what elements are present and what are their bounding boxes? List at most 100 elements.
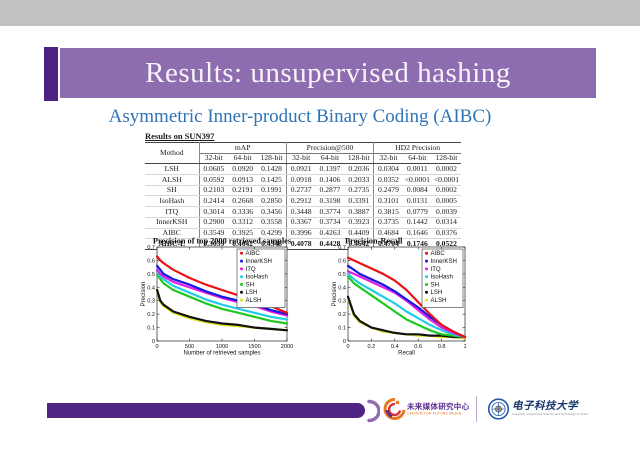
table-cell-value: 0.0002 [431, 163, 461, 176]
footer-divider [476, 396, 477, 422]
table-cell-method: ITQ [145, 206, 200, 218]
table-cell-value: 0.3925 [228, 228, 258, 240]
table-cell-value: 0.3549 [198, 228, 229, 240]
svg-text:2000: 2000 [281, 344, 293, 350]
svg-text:SH: SH [246, 281, 254, 288]
table-cell-value: 0.0921 [285, 163, 316, 176]
svg-text:AIBC: AIBC [431, 250, 446, 257]
table-cell-value: 0.0304 [373, 163, 403, 176]
svg-text:0: 0 [346, 344, 349, 350]
table-cell-value: 0.3996 [285, 228, 316, 240]
table-cell-method: InnerKSH [145, 217, 200, 229]
svg-text:LSH: LSH [246, 289, 258, 296]
svg-text:IsoHash: IsoHash [431, 274, 453, 281]
table-group-header: HD2 Precision [373, 142, 461, 154]
uestc-name-zh: 电子科技大学 [512, 400, 578, 412]
table-cell-method: IsoHash [145, 195, 200, 208]
table-cell-value: 0.0005 [431, 195, 461, 208]
svg-text:LSH: LSH [431, 289, 443, 296]
results-table: Method mAP Precision@500 HD2 Precision 32-bi… [145, 142, 461, 250]
svg-text:Recall: Recall [398, 351, 415, 357]
table-cell-value: 0.3014 [198, 206, 229, 218]
table-subcolumn-header: 32-bit [199, 153, 229, 165]
table-cell-value: 0.1646 [402, 228, 432, 240]
crescent-icon [367, 399, 380, 423]
table-subcolumn-header: 64-bit [402, 153, 432, 165]
svg-text:0.5: 0.5 [147, 272, 155, 278]
table-cell-value: 0.0913 [228, 174, 258, 186]
svg-text:InnerKSH: InnerKSH [431, 258, 457, 265]
table-cell-value: 0.3923 [344, 217, 374, 229]
table-cell-value: 0.4042 [232, 238, 254, 248]
table-row: AIBC-L 0.3639 0.4042 0.4348 0.4078 0.4428 0.46… [145, 238, 461, 250]
table-cell-value: 0.3367 [285, 217, 316, 229]
svg-text:Precision: Precision [141, 282, 147, 307]
svg-text:SH: SH [431, 281, 439, 288]
table-subcolumn-header: 64-bit [228, 153, 258, 165]
results-table-section: Results on SUN397 Method mAP Precision@500… [145, 131, 463, 250]
table-cell-value: 0.0131 [402, 195, 432, 208]
svg-text:Number of retrieved samples: Number of retrieved samples [183, 351, 260, 357]
cfm-logo-icon [383, 397, 406, 420]
svg-text:0.1: 0.1 [338, 326, 346, 332]
table-cell-value: 0.2735 [344, 185, 374, 197]
svg-text:1500: 1500 [248, 344, 260, 350]
table-row: ITQ 0.3014 0.3336 0.3456 0.3448 0.3774 0.3887 0… [145, 206, 461, 218]
svg-text:0.2: 0.2 [147, 312, 155, 318]
table-row: InnerKSH 0.2900 0.3312 0.3558 0.3367 0.3734 0.… [145, 217, 461, 229]
svg-text:0.1: 0.1 [147, 326, 155, 332]
uestc-logo-icon [487, 398, 510, 420]
table-cell-value: 0.0779 [402, 206, 432, 218]
svg-text:0.2: 0.2 [338, 312, 346, 318]
table-cell-value: <0.0001 [402, 174, 432, 186]
table-cell-value: 0.0352 [373, 174, 403, 186]
svg-text:0.4: 0.4 [391, 344, 399, 350]
table-cell-value: 0.1991 [257, 185, 287, 197]
table-cell-value: 0.2877 [315, 185, 345, 197]
page-title: Results: unsupervised hashing [145, 56, 511, 89]
table-cell-value: 0.3198 [315, 195, 345, 208]
precision-recall-chart: 0 0.1 0.2 0.3 0.4 0.5 0.6 0.7 0 0.2 0.4 0.6 0.8 1 Prec… [330, 235, 480, 367]
table-cell-method: SH [145, 185, 200, 197]
svg-text:0.7: 0.7 [338, 245, 346, 251]
table-cell-value: 0.3887 [344, 206, 374, 218]
table-cell-value: 0.0918 [285, 174, 316, 186]
table-cell-value: 0.1425 [257, 174, 287, 186]
svg-text:ALSH: ALSH [431, 297, 447, 304]
table-cell-value: 0.2900 [198, 217, 229, 229]
svg-text:0: 0 [155, 344, 158, 350]
table-cell-value: 0.3639 [198, 238, 229, 250]
table-group-header: mAP [198, 142, 287, 154]
svg-text:ALSH: ALSH [246, 297, 262, 304]
table-header-method: Method [145, 142, 200, 165]
table-subcolumn-header: 64-bit [315, 153, 345, 165]
table-cell-value: 0.4078 [285, 238, 316, 250]
table-cell-value: 0.3312 [228, 217, 258, 229]
uestc-text: 电子科技大学 University of Electronic Science … [512, 398, 602, 419]
table-cell-value: 0.1442 [402, 217, 432, 229]
svg-text:0.6: 0.6 [338, 258, 346, 264]
slide-subtitle: Asymmetric Inner-product Binary Coding (… [108, 106, 492, 127]
svg-text:0.2: 0.2 [368, 344, 376, 350]
table-cell-value: 0.2033 [344, 174, 374, 186]
table-cell-method: ALSH [145, 174, 200, 186]
cfm-name-zh: 未来媒体研究中心 [407, 402, 470, 411]
table-cell-value: 0.3101 [373, 195, 403, 208]
table-cell-method: LSH [145, 163, 200, 176]
table-cell-value: 0.4348 [261, 238, 282, 248]
table-cell-value: 0.2191 [228, 185, 258, 197]
results-table-title: Results on SUN397 [145, 131, 215, 141]
svg-text:ITQ: ITQ [431, 266, 441, 273]
table-row: ALSH 0.0592 0.0913 0.1425 0.0918 0.1406 0.2033… [145, 174, 461, 186]
table-cell-value: <0.0001 [431, 174, 461, 186]
precision-topk-chart: 0 0.1 0.2 0.3 0.4 0.5 0.6 0.7 0 500 1000 1500 2000 Pr… [100, 235, 310, 367]
svg-text:AIBC: AIBC [246, 250, 261, 257]
table-cell-value: 0.2668 [228, 195, 258, 208]
table-cell-value: 0.3336 [228, 206, 258, 218]
table-cell-value: 0.0522 [435, 238, 457, 248]
table-cell-value: 0.4409 [344, 228, 374, 240]
svg-text:IsoHash: IsoHash [246, 274, 268, 281]
table-cell-value: 0.0605 [198, 163, 229, 176]
table-cell-value: 0.0002 [431, 185, 461, 197]
